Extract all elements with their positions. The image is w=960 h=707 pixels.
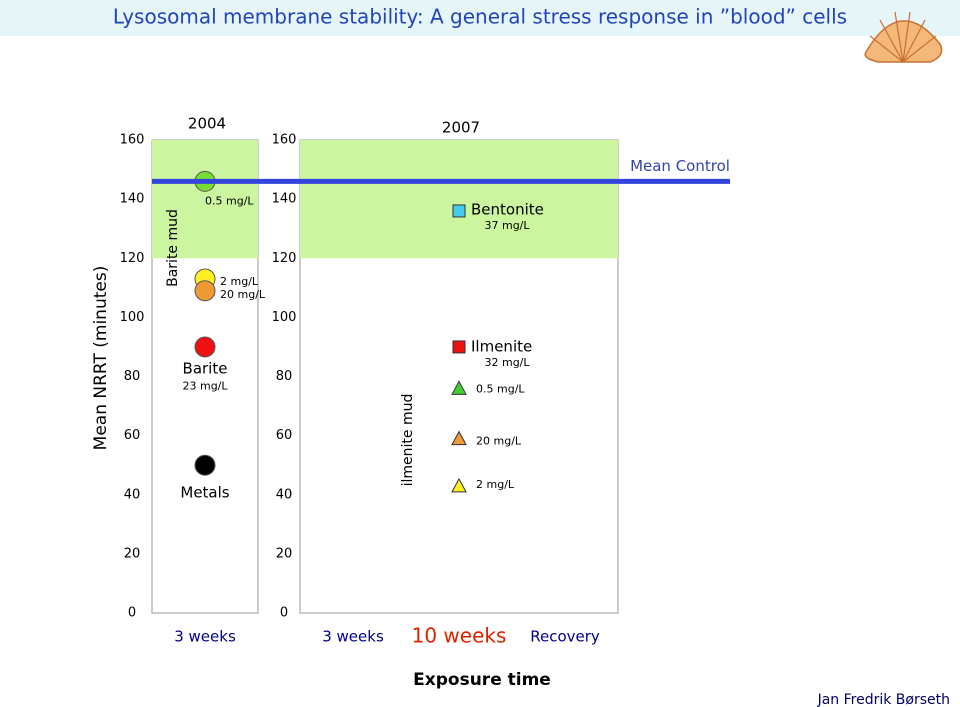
chart-title: 2007 [442,119,480,137]
point-label: 20 mg/L [476,435,522,448]
y-tick-label: 100 [120,310,145,325]
y-tick-label: 100 [272,310,297,325]
y-tick-label: 0 [128,606,136,621]
point [452,204,466,218]
y-tick-label: 140 [272,192,297,207]
chart-title: 2004 [188,115,226,133]
point [194,336,216,358]
point-label: 0.5 mg/L [476,382,525,395]
mean-control-label: Mean Control [630,157,730,175]
y-tick-label: 60 [276,428,293,443]
point-label: 2 mg/L [220,275,259,288]
point-label: 23 mg/L [182,379,228,392]
point-label: 2 mg/L [476,478,515,491]
bracket-label: Barite mud [165,209,181,287]
y-tick-label: 20 [124,546,141,561]
control-range [152,140,258,259]
y-axis-title: Mean NRRT (minutes) [91,266,111,451]
point-label: 32 mg/L [484,356,530,369]
x-tick-label: 10 weeks [412,624,507,648]
shell-icon [864,11,943,63]
x-axis-title: Exposure time [413,670,551,690]
x-tick-label: Recovery [530,628,600,646]
bracket-label: ilmenite mud [400,394,416,487]
point-label: 37 mg/L [484,219,530,232]
point-label: Ilmenite [471,337,532,355]
control-range [300,140,618,259]
y-tick-label: 0 [280,606,288,621]
y-tick-label: 120 [272,251,297,266]
point [194,280,216,302]
y-tick-label: 120 [120,251,145,266]
point [452,340,466,354]
point-label: 0.5 mg/L [205,194,254,207]
x-tick-label: 3 weeks [174,628,236,646]
point-label: Bentonite [471,200,544,218]
point [451,477,467,493]
point [194,454,216,476]
slide-title: Lysosomal membrane stability: A general … [113,5,847,29]
y-tick-label: 140 [120,192,145,207]
y-tick-label: 60 [124,428,141,443]
y-tick-label: 40 [276,487,293,502]
header-band [0,0,960,36]
y-tick-label: 160 [120,133,145,148]
y-tick-label: 40 [124,487,141,502]
y-tick-label: 80 [124,369,141,384]
point [451,430,467,446]
point-label: Barite [183,359,228,377]
author: Jan Fredrik Børseth [817,692,950,707]
y-tick-label: 160 [272,133,297,148]
point-label: 20 mg/L [220,288,266,301]
point [451,380,467,395]
x-tick-label: 3 weeks [322,628,384,646]
y-tick-label: 80 [276,369,293,384]
y-tick-label: 20 [276,546,293,561]
point-label: Metals [180,484,229,502]
